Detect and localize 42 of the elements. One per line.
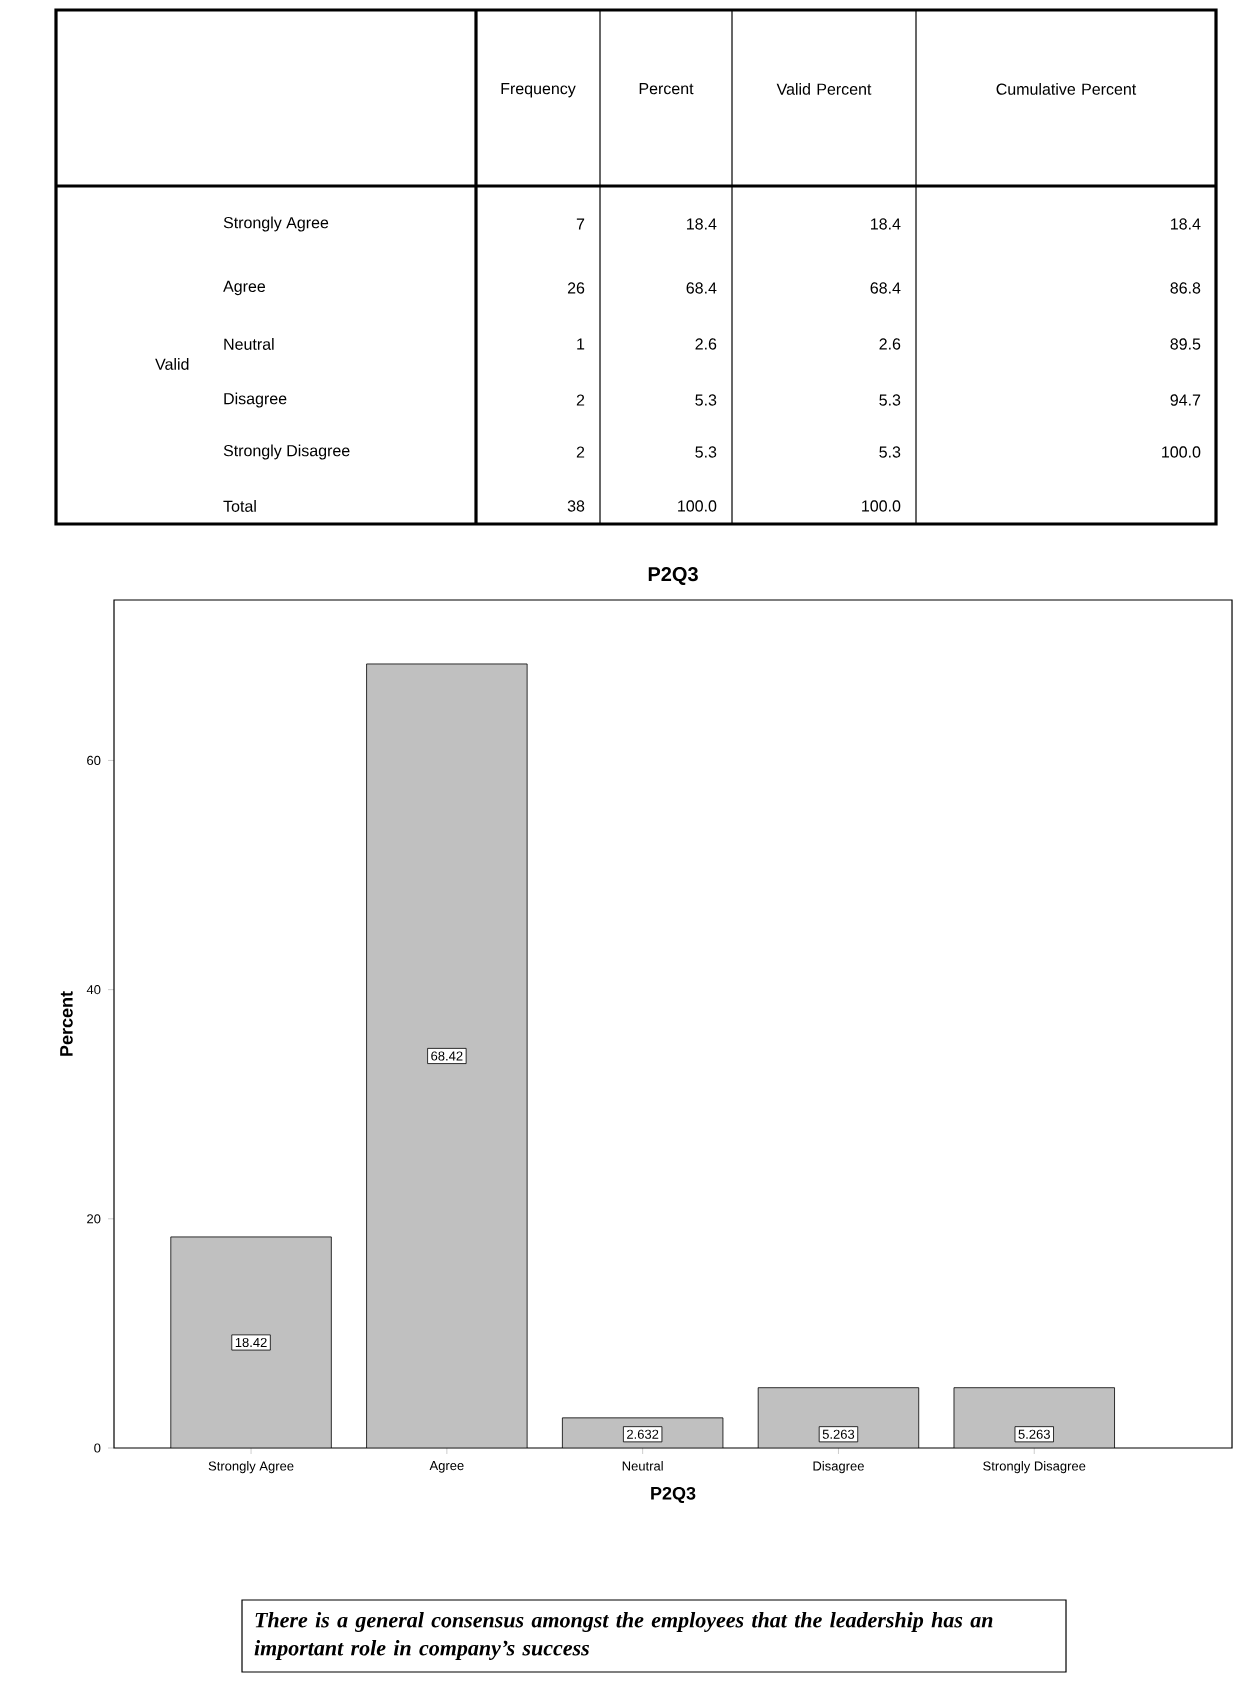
text: 94.7	[1170, 394, 1201, 406]
text: 2.6	[695, 338, 717, 350]
text: Valid Percent	[776, 83, 872, 95]
text: 2.6	[879, 338, 901, 350]
text: 2	[576, 394, 585, 406]
text: 89.5	[1170, 338, 1201, 350]
text: 5.3	[695, 394, 717, 406]
category-label: Strongly Agree	[223, 216, 329, 232]
y-axis-title: Percent	[60, 991, 73, 1056]
text: There is a general consensus amongst the employees that the leadership has an important role in company’s success	[254, 1612, 993, 1661]
text: 18.4	[1171, 218, 1201, 230]
bar	[366, 663, 528, 1449]
category-label: Strongly Disagree	[223, 444, 350, 460]
category-label: Disagree	[224, 392, 287, 408]
text: 5.3	[879, 394, 901, 406]
x-axis-title: P2Q3	[651, 1486, 696, 1504]
text: 5.3	[695, 446, 717, 458]
text: Percent	[639, 83, 694, 95]
text: 26	[567, 282, 585, 294]
text: 100.0	[678, 500, 717, 512]
bar	[170, 1236, 332, 1449]
category-label: Agree	[223, 280, 266, 296]
bar	[757, 1387, 920, 1449]
text: 18.4	[871, 218, 901, 230]
text: Cumulative Percent	[996, 83, 1137, 95]
text: 68.4	[870, 282, 901, 294]
text: 38	[567, 500, 585, 512]
text: 7	[576, 218, 585, 230]
text: 100.0	[862, 500, 901, 512]
bar	[953, 1387, 1115, 1449]
text: 68.4	[686, 282, 717, 294]
text: 1	[577, 338, 585, 350]
chart-title: P2Q3	[648, 567, 698, 585]
text: 86.8	[1170, 282, 1201, 294]
text: 18.4	[687, 218, 717, 230]
text: 5.3	[879, 446, 901, 458]
text: 100.0	[1162, 446, 1201, 458]
category-label: Neutral	[224, 338, 274, 350]
text: 2	[576, 446, 585, 458]
category-label: Total	[223, 500, 256, 512]
text: Valid	[155, 358, 189, 370]
text: Frequency	[501, 83, 576, 98]
